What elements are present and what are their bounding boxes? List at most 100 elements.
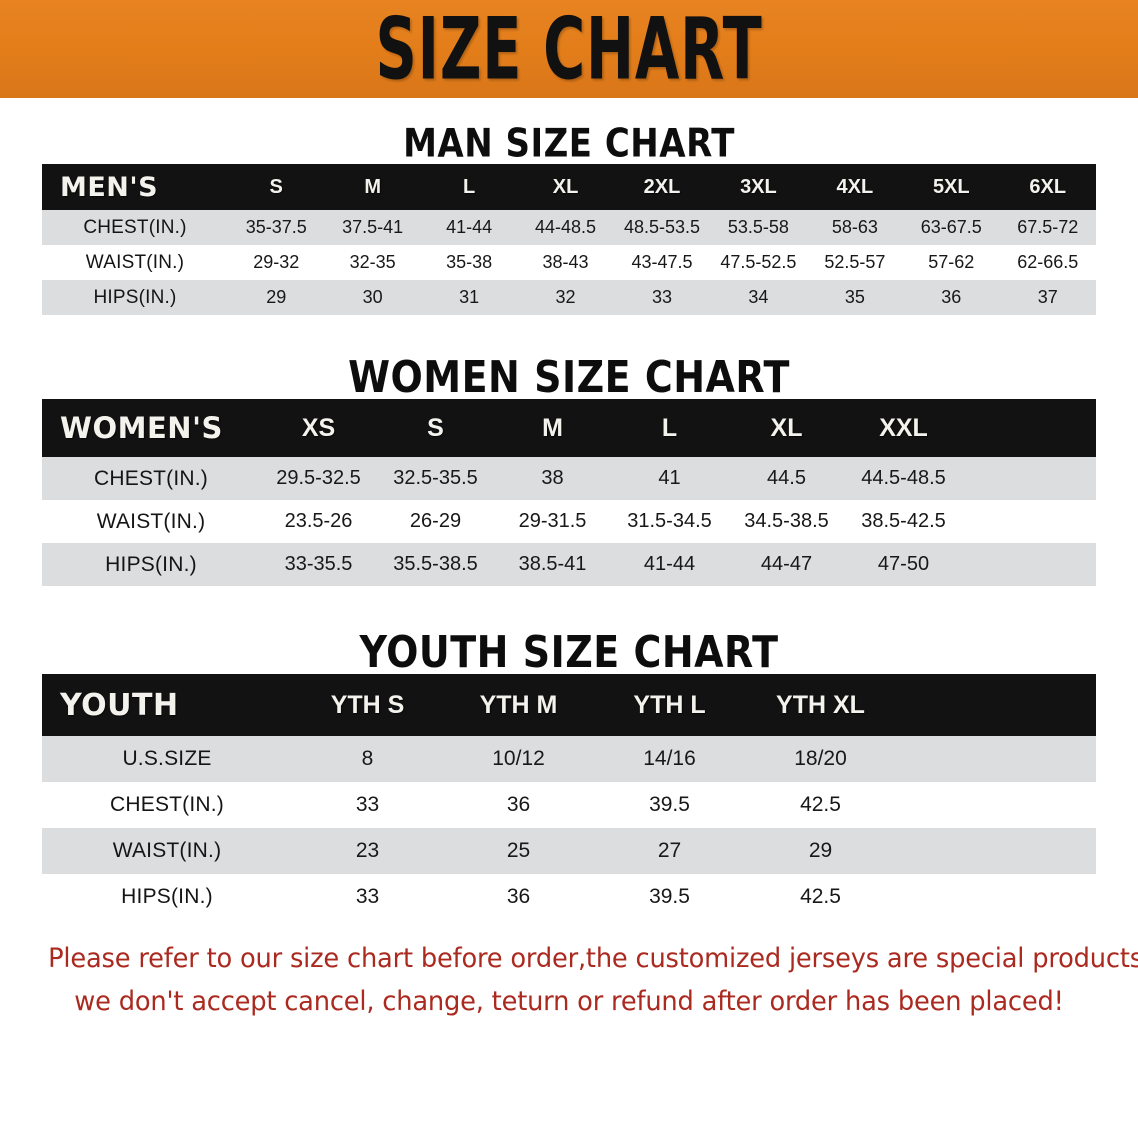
youth-ussize-ythm: 10/12 <box>492 747 545 770</box>
women-hips-xs: 33-35.5 <box>284 553 353 575</box>
women-waist-xxl: 38.5-42.5 <box>861 510 946 532</box>
man-col-3xl: 3XL <box>740 175 777 198</box>
man-hips-xl: 32 <box>555 287 576 307</box>
youth-chest-ythxl: 42.5 <box>800 793 841 816</box>
man-hips-m: 30 <box>362 287 383 307</box>
man-waist-m: 32-35 <box>349 252 396 272</box>
man-chest-m: 37.5-41 <box>342 217 404 237</box>
youth-row-label-chest: CHEST(IN.) <box>110 793 224 816</box>
man-chest-4xl: 58-63 <box>831 217 878 237</box>
man-row-label-hips: HIPS(IN.) <box>93 286 177 308</box>
man-size-table: MEN'S S M L XL 2XL 3XL 4XL 5XL 6XL CHEST… <box>42 164 1096 315</box>
youth-waist-ythxl: 29 <box>808 839 833 862</box>
women-row-label-waist: WAIST(IN.) <box>96 509 206 533</box>
youth-chest-yths: 33 <box>355 793 380 816</box>
women-col-l: L <box>661 413 678 442</box>
table-row: WAIST(IN.) 23.5-26 26-29 29-31.5 31.5-34… <box>42 500 1096 543</box>
women-waist-xs: 23.5-26 <box>284 510 353 532</box>
man-hips-l: 31 <box>459 287 480 307</box>
women-row-spacer <box>962 457 1096 500</box>
women-size-table: WOMEN'S XS S M L XL XXL CHEST(IN.) 29.5-… <box>42 399 1096 586</box>
youth-ussize-ythl: 14/16 <box>643 747 696 770</box>
man-table-body: CHEST(IN.) 35-37.5 37.5-41 41-44 44-48.5… <box>42 210 1096 315</box>
youth-table-body: U.S.SIZE 8 10/12 14/16 18/20 CHEST(IN.) … <box>42 736 1096 920</box>
return-policy-note: Please refer to our size chart before or… <box>48 938 1138 1024</box>
youth-hips-ythl: 39.5 <box>649 885 690 908</box>
women-waist-xl: 34.5-38.5 <box>744 510 829 532</box>
man-hips-3xl: 34 <box>748 287 769 307</box>
table-row: CHEST(IN.) 29.5-32.5 32.5-35.5 38 41 44.… <box>42 457 1096 500</box>
man-header-row: MEN'S S M L XL 2XL 3XL 4XL 5XL 6XL <box>42 164 1096 210</box>
man-chest-5xl: 63-67.5 <box>920 217 982 237</box>
women-row-label-chest: CHEST(IN.) <box>94 466 208 490</box>
table-row: HIPS(IN.) 29 30 31 32 33 34 35 36 37 <box>42 280 1096 315</box>
man-col-2xl: 2XL <box>643 175 681 198</box>
man-waist-l: 35-38 <box>446 252 493 272</box>
youth-col-ythm: YTH M <box>479 690 558 719</box>
youth-section-title: YOUTH SIZE CHART <box>359 626 779 678</box>
man-col-4xl: 4XL <box>836 175 874 198</box>
youth-col-yths: YTH S <box>330 690 405 719</box>
women-chest-s: 32.5-35.5 <box>393 467 478 489</box>
table-row: CHEST(IN.) 35-37.5 37.5-41 41-44 44-48.5… <box>42 210 1096 245</box>
table-row: CHEST(IN.) 33 36 39.5 42.5 <box>42 782 1096 828</box>
women-waist-l: 31.5-34.5 <box>627 510 712 532</box>
man-chest-3xl: 53.5-58 <box>727 217 789 237</box>
youth-header-spacer <box>896 674 1096 736</box>
women-col-xl: XL <box>770 413 803 442</box>
table-row: WAIST(IN.) 23 25 27 29 <box>42 828 1096 874</box>
women-hips-s: 35.5-38.5 <box>393 553 478 575</box>
size-chart-banner: SIZE CHART <box>0 0 1138 98</box>
man-col-xl: XL <box>552 175 579 198</box>
man-hips-5xl: 36 <box>941 287 962 307</box>
table-row: U.S.SIZE 8 10/12 14/16 18/20 <box>42 736 1096 782</box>
youth-corner-label: YOUTH <box>60 687 179 723</box>
man-chest-xl: 44-48.5 <box>535 217 597 237</box>
man-chest-s: 35-37.5 <box>245 217 307 237</box>
man-waist-6xl: 62-66.5 <box>1017 252 1079 272</box>
youth-row-label-waist: WAIST(IN.) <box>112 839 222 862</box>
man-chest-2xl: 48.5-53.5 <box>623 217 700 237</box>
women-row-spacer <box>962 500 1096 543</box>
youth-chest-ythm: 36 <box>506 793 531 816</box>
youth-table-head: YOUTH YTH S YTH M YTH L YTH XL <box>42 674 1096 736</box>
youth-header-row: YOUTH YTH S YTH M YTH L YTH XL <box>42 674 1096 736</box>
women-row-label-hips: HIPS(IN.) <box>105 552 197 576</box>
women-hips-l: 41-44 <box>643 553 696 575</box>
women-hips-xl: 44-47 <box>760 553 813 575</box>
women-chest-xxl: 44.5-48.5 <box>861 467 946 489</box>
man-chest-l: 41-44 <box>446 217 493 237</box>
youth-hips-yths: 33 <box>355 885 380 908</box>
man-row-label-chest: CHEST(IN.) <box>83 216 187 238</box>
table-row: WAIST(IN.) 29-32 32-35 35-38 38-43 43-47… <box>42 245 1096 280</box>
youth-row-label-hips: HIPS(IN.) <box>121 885 213 908</box>
man-size-table-wrapper: MEN'S S M L XL 2XL 3XL 4XL 5XL 6XL CHEST… <box>42 164 1096 315</box>
youth-row-spacer <box>896 782 1096 828</box>
man-section-title: MAN SIZE CHART <box>403 121 735 167</box>
youth-row-spacer <box>896 736 1096 782</box>
man-table-head: MEN'S S M L XL 2XL 3XL 4XL 5XL 6XL <box>42 164 1096 210</box>
women-section-title: WOMEN SIZE CHART <box>348 351 790 403</box>
youth-ussize-yths: 8 <box>361 747 374 770</box>
man-waist-2xl: 43-47.5 <box>631 252 693 272</box>
women-row-spacer <box>962 543 1096 586</box>
man-row-label-waist: WAIST(IN.) <box>85 251 185 273</box>
women-corner-label: WOMEN'S <box>60 411 223 445</box>
man-hips-s: 29 <box>266 287 287 307</box>
youth-col-ythxl: YTH XL <box>776 690 865 719</box>
women-header-row: WOMEN'S XS S M L XL XXL <box>42 399 1096 457</box>
women-header-spacer <box>962 399 1096 457</box>
man-col-5xl: 5XL <box>932 175 970 198</box>
youth-col-ythl: YTH L <box>633 690 706 719</box>
man-hips-6xl: 37 <box>1037 287 1058 307</box>
man-col-s: S <box>269 175 283 198</box>
women-chest-xs: 29.5-32.5 <box>276 467 361 489</box>
man-col-6xl: 6XL <box>1029 175 1067 198</box>
man-corner-label: MEN'S <box>60 171 159 203</box>
women-table-body: CHEST(IN.) 29.5-32.5 32.5-35.5 38 41 44.… <box>42 457 1096 586</box>
man-chest-6xl: 67.5-72 <box>1017 217 1079 237</box>
man-col-m: M <box>364 175 381 198</box>
youth-size-table: YOUTH YTH S YTH M YTH L YTH XL U.S.SIZE … <box>42 674 1096 920</box>
man-waist-xl: 38-43 <box>542 252 589 272</box>
man-hips-4xl: 35 <box>844 287 865 307</box>
